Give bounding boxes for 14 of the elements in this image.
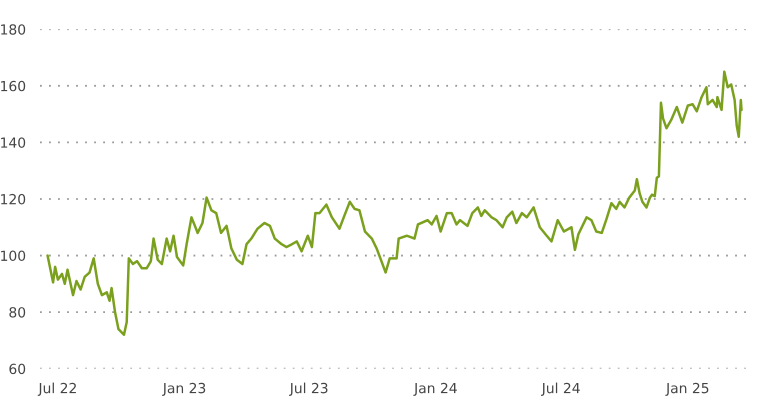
y-tick-label: 120 — [1, 194, 26, 204]
x-tick-label: Jan 25 — [665, 382, 708, 396]
x-tick-label: Jul 23 — [289, 382, 328, 396]
x-tick-label: Jan 24 — [413, 382, 457, 396]
x-tick-label: Jan 23 — [162, 382, 206, 396]
y-tick-label: 80 — [9, 307, 26, 318]
y-tick-label: 100 — [1, 250, 26, 262]
y-tick-label: 60 — [9, 364, 26, 374]
y-tick-label: 140 — [1, 137, 26, 148]
y-tick-label: 160 — [1, 80, 26, 92]
line-series — [46, 70, 743, 336]
y-tick-label: 180 — [1, 24, 26, 35]
x-tick-label: Jul 22 — [38, 382, 76, 396]
x-tick-label: Jul 24 — [541, 382, 580, 396]
